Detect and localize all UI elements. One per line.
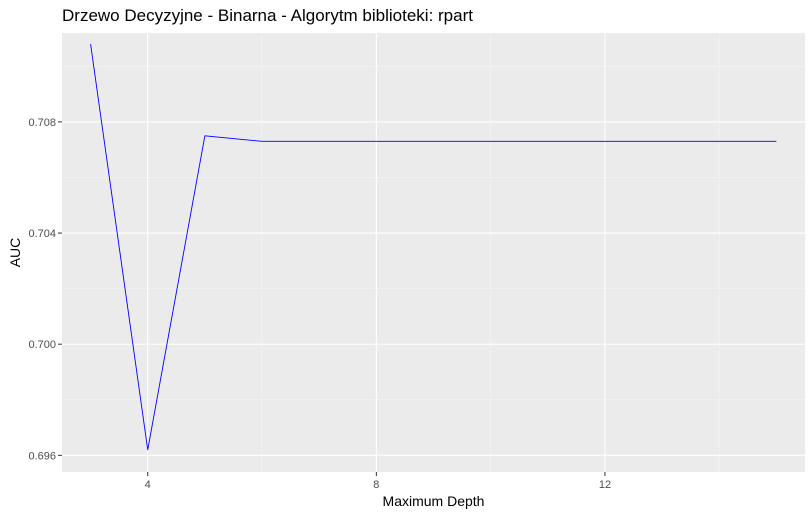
plot-panel xyxy=(62,33,805,472)
x-tick-label: 4 xyxy=(145,479,151,491)
x-axis-ticks: 4 8 12 xyxy=(145,472,611,491)
chart-title: Drzewo Decyzyjne - Binarna - Algorytm bi… xyxy=(62,6,473,25)
series-line-1 xyxy=(90,44,777,451)
minor-gridlines xyxy=(62,33,805,472)
major-gridlines xyxy=(62,33,805,472)
y-tick-label: 0.708 xyxy=(28,117,56,129)
x-axis-title: Maximum Depth xyxy=(383,493,485,509)
x-tick-label: 12 xyxy=(599,479,611,491)
x-tick-label: 8 xyxy=(373,479,379,491)
series-layer xyxy=(90,44,777,451)
y-tick-label: 0.704 xyxy=(28,228,56,240)
y-axis-ticks: 0.696 0.700 0.704 0.708 xyxy=(28,117,62,462)
y-axis-title: AUC xyxy=(7,238,23,268)
y-tick-label: 0.700 xyxy=(28,339,56,351)
y-tick-label: 0.696 xyxy=(28,450,56,462)
